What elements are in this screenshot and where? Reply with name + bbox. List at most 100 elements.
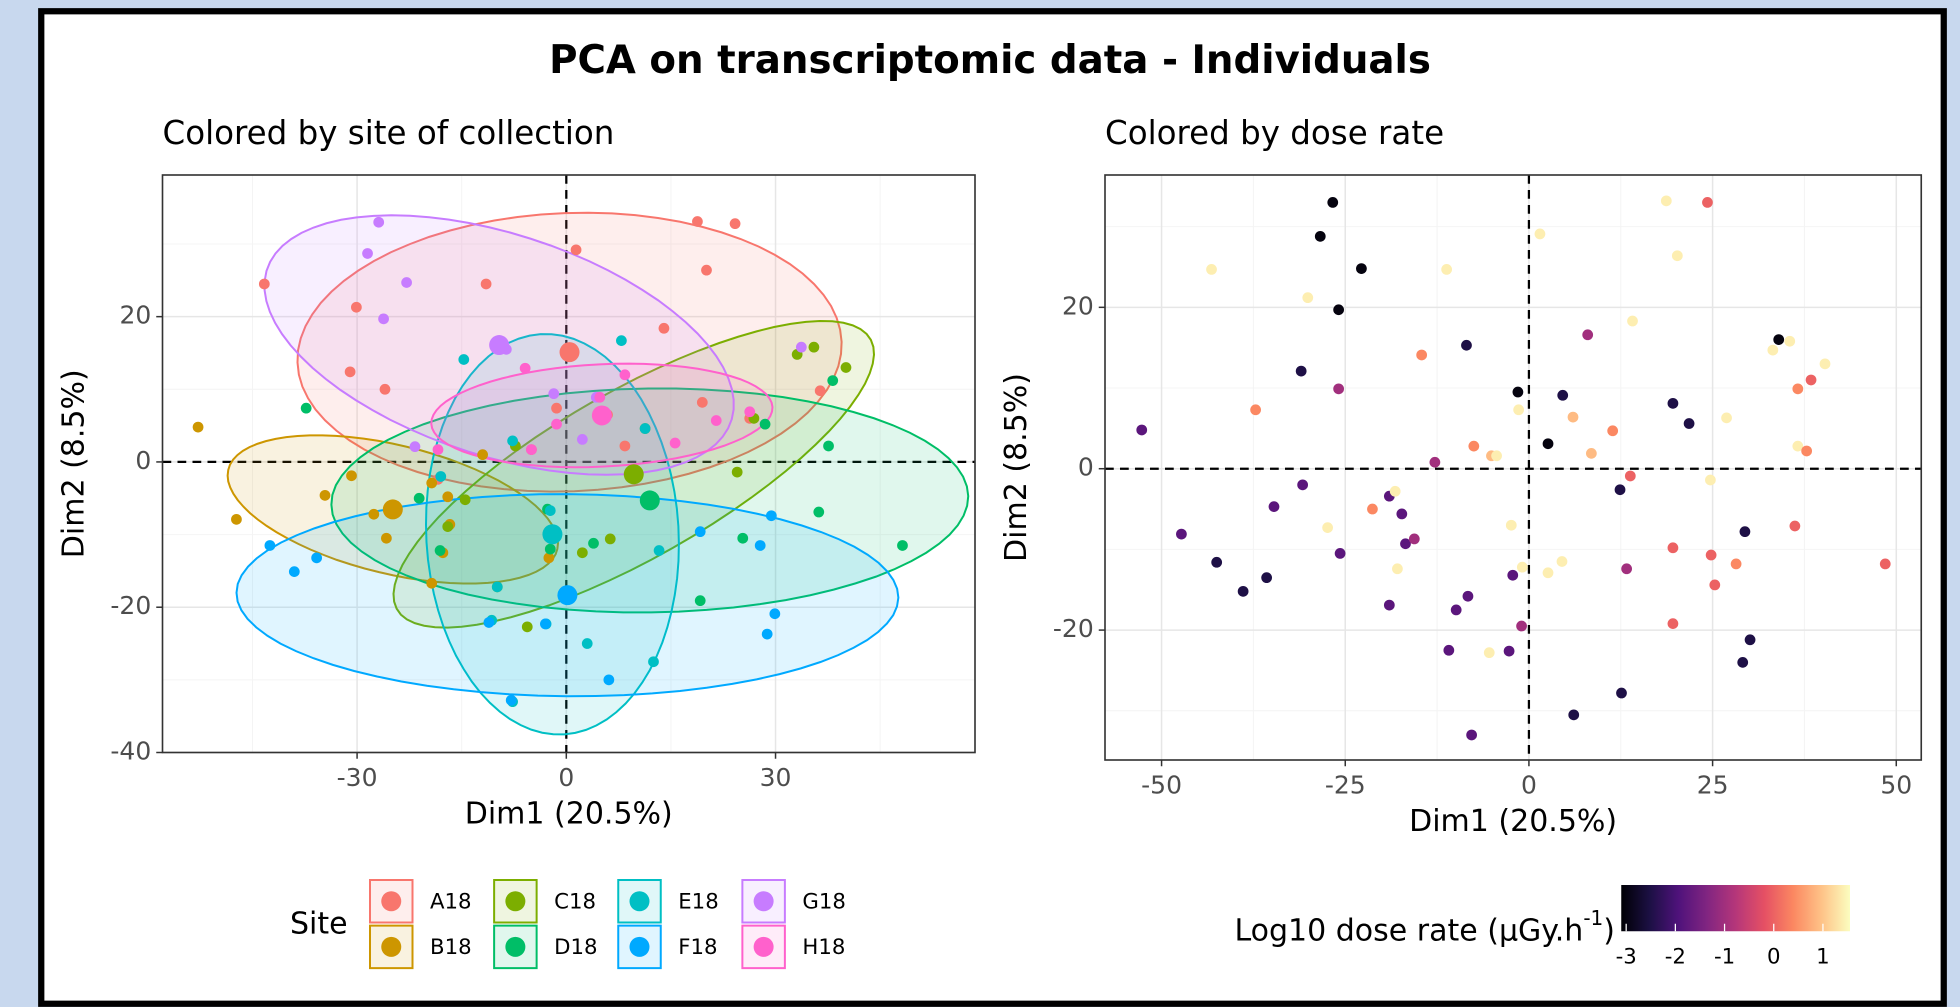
point (1250, 404, 1261, 416)
point (1709, 579, 1721, 591)
point (344, 366, 356, 378)
point (1582, 329, 1594, 341)
point (694, 526, 706, 538)
point (432, 444, 444, 455)
point (368, 508, 380, 520)
point (795, 341, 807, 353)
point (694, 595, 706, 607)
point (1327, 197, 1339, 208)
point (823, 440, 834, 452)
point (1607, 425, 1619, 437)
point (1568, 709, 1580, 721)
point (319, 489, 331, 501)
colorbar-title: Log10 dose rate (μGy.h-1) (1234, 905, 1615, 948)
point (814, 385, 826, 397)
point (373, 216, 385, 228)
x-tick-label: 25 (1697, 770, 1729, 799)
point (1416, 349, 1428, 361)
point (543, 552, 555, 564)
point (1792, 383, 1804, 395)
legend-marker (753, 891, 774, 912)
point (1211, 556, 1223, 568)
legend-marker (381, 936, 402, 957)
point (1322, 522, 1333, 533)
point (1801, 445, 1813, 457)
point (619, 369, 631, 381)
colorbar-tick-label: -3 (1616, 945, 1637, 970)
legend-label: G18 (802, 890, 846, 915)
point (378, 313, 389, 325)
point (570, 244, 582, 256)
point (1468, 440, 1480, 452)
group-centroid (623, 464, 644, 485)
point (1461, 339, 1472, 351)
point (588, 537, 599, 549)
y-tick-label: 20 (1062, 291, 1094, 320)
point (1667, 397, 1679, 409)
point (897, 540, 908, 551)
point (544, 505, 556, 516)
point (1429, 456, 1441, 468)
legend-marker (505, 936, 526, 957)
point (1297, 479, 1309, 491)
point (380, 532, 392, 544)
panel-border (161, 174, 976, 754)
group-centroid (382, 499, 403, 520)
point (1443, 644, 1455, 656)
y-tick-label: 0 (1078, 453, 1094, 482)
colorbar-tick-label: 0 (1767, 945, 1781, 970)
colorbar (1621, 885, 1850, 932)
point (1556, 556, 1568, 567)
point (458, 354, 470, 365)
point (1624, 470, 1636, 482)
colorbar-title-suffix: ) (1603, 913, 1615, 948)
point (731, 466, 743, 478)
point (827, 375, 839, 386)
colorbar-tick-label: 1 (1816, 945, 1830, 970)
point (1744, 634, 1756, 646)
x-tick-label: 50 (1880, 770, 1912, 799)
point (1314, 230, 1326, 242)
x-tick-label: -50 (1141, 770, 1182, 799)
point (1383, 599, 1395, 611)
point (1879, 558, 1891, 570)
plot-background (1105, 175, 1922, 761)
point (581, 638, 593, 649)
legend-marker (629, 936, 650, 957)
legend-marker (753, 936, 774, 957)
point (1503, 645, 1515, 657)
point (551, 402, 562, 414)
point (1557, 389, 1569, 401)
point (1516, 620, 1527, 632)
point (1512, 386, 1524, 398)
point (1721, 412, 1732, 424)
panel-title: Colored by site of collection (163, 114, 615, 152)
point (701, 264, 712, 276)
point (521, 621, 533, 633)
point (1660, 195, 1672, 207)
point (551, 418, 562, 430)
point (1705, 549, 1717, 561)
point (1367, 503, 1378, 515)
colorbar-tick-label: -2 (1665, 945, 1686, 970)
point (264, 540, 276, 551)
point (1333, 304, 1345, 316)
point (710, 415, 722, 426)
point (300, 402, 312, 414)
point (1450, 604, 1462, 616)
point (1441, 264, 1453, 275)
point (362, 248, 373, 259)
y-tick-label: -20 (1053, 614, 1094, 643)
point (1466, 729, 1477, 741)
x-tick-label: 30 (760, 763, 792, 792)
point (1389, 485, 1401, 497)
point (1702, 197, 1713, 208)
point (1396, 508, 1408, 520)
point (1356, 263, 1367, 274)
point (480, 278, 492, 290)
point (619, 440, 631, 452)
point (744, 406, 756, 418)
group-centroid (639, 490, 660, 511)
point (192, 421, 204, 433)
